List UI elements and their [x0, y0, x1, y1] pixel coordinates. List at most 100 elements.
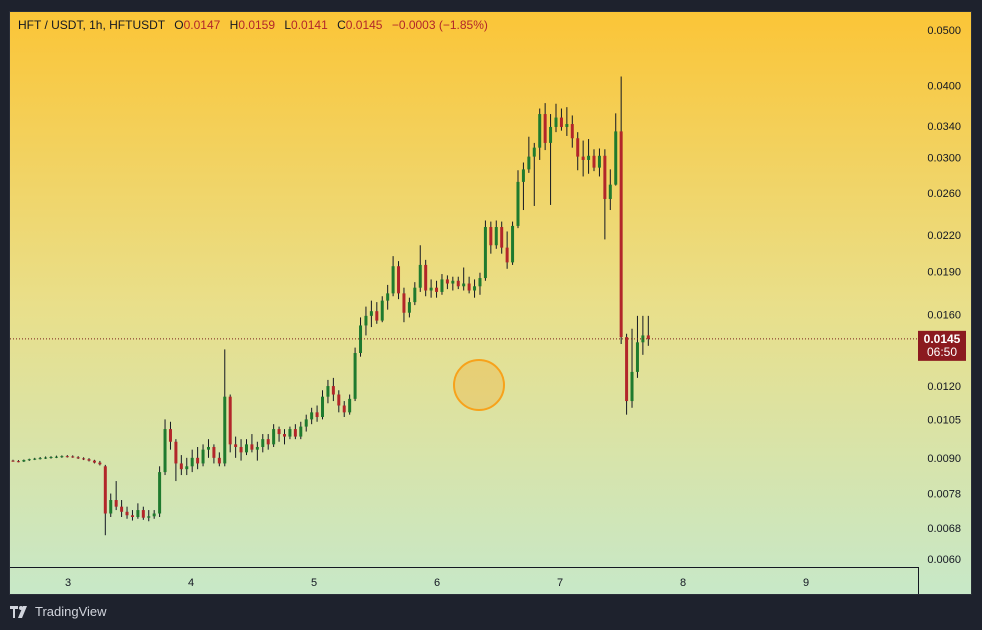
candle-body [462, 283, 466, 287]
candle-body [33, 458, 37, 460]
high-value: 0.0159 [238, 18, 276, 32]
candle-body [49, 457, 53, 459]
candle-body [337, 394, 341, 406]
candle-body [592, 155, 596, 168]
candle-body [179, 463, 183, 470]
low-value: 0.0141 [291, 18, 328, 32]
price-tick-label: 0.0340 [927, 121, 961, 133]
candle-body [277, 429, 281, 435]
candle-body [559, 117, 563, 127]
candle-body [185, 466, 189, 470]
time-axis[interactable]: 3 4 5 6 7 8 9 [65, 577, 809, 589]
candle-body [456, 280, 460, 287]
candle-body [244, 444, 248, 453]
candle-body [11, 460, 15, 462]
candle-body [321, 396, 325, 418]
candle-body [206, 446, 210, 450]
price-tick-label: 0.0190 [927, 266, 961, 278]
candle-body [326, 386, 330, 397]
candle-body [168, 429, 172, 442]
last-price-label: 0.0145 [924, 332, 961, 346]
candle-body [549, 126, 553, 143]
price-tick-label: 0.0220 [927, 230, 961, 242]
candle-body [234, 444, 238, 447]
price-tick-label: 0.0060 [927, 554, 961, 566]
candle-body [16, 461, 20, 463]
chart-panel[interactable]: 0.0500 0.0400 0.0340 0.0300 0.0260 0.0220 0.01… [9, 11, 972, 595]
candle-body [451, 280, 455, 284]
candle-body [445, 279, 449, 284]
candle-body [348, 398, 352, 413]
brand-name[interactable]: TradingView [35, 604, 107, 619]
candle-body [473, 286, 477, 291]
price-tick-label: 0.0500 [927, 25, 961, 37]
countdown-label: 06:50 [927, 345, 957, 359]
candle-body [293, 429, 297, 437]
candle-body [440, 279, 444, 292]
high-label: H [229, 18, 239, 32]
candle-body [190, 457, 194, 467]
candle-body [424, 264, 428, 291]
time-tick-label: 6 [434, 577, 440, 589]
cursor-marker[interactable] [453, 359, 505, 411]
footer: TradingView [10, 604, 107, 619]
candle-body [587, 155, 591, 160]
candle-body [98, 462, 102, 465]
candle-body [201, 449, 205, 464]
candle-body [402, 293, 406, 313]
candle-body [418, 264, 422, 288]
candle-body [331, 386, 335, 395]
time-tick-label: 8 [680, 577, 686, 589]
price-tick-label: 0.0105 [927, 414, 961, 426]
price-tick-label: 0.0160 [927, 309, 961, 321]
tradingview-logo-icon[interactable] [10, 605, 30, 618]
candle-body [196, 457, 200, 464]
candle-body [136, 510, 140, 518]
candle-body [130, 515, 134, 518]
price-tick-label: 0.0090 [927, 453, 961, 465]
price-tick-label: 0.0260 [927, 188, 961, 200]
candle-body [478, 278, 482, 287]
price-tick-label: 0.0068 [927, 523, 961, 535]
candle-body [554, 117, 558, 127]
last-price-tag: 0.0145 06:50 [918, 330, 966, 361]
candle-body [386, 293, 390, 301]
price-tick-label: 0.0120 [927, 381, 961, 393]
candle-body [565, 124, 569, 127]
legend: HFT / USDT, 1h, HFTUSDT O0.0147 H0.0159 … [18, 18, 488, 32]
candle-body [521, 169, 525, 182]
candle-body [147, 516, 151, 518]
candle-body [288, 429, 292, 437]
candle-body [120, 506, 124, 512]
open-value: 0.0147 [183, 18, 221, 32]
price-chart[interactable]: 0.0500 0.0400 0.0340 0.0300 0.0260 0.0220 0.01… [10, 12, 972, 595]
candle-body [152, 513, 156, 517]
price-axis[interactable]: 0.0500 0.0400 0.0340 0.0300 0.0260 0.0220 0.01… [927, 25, 961, 566]
time-tick-label: 7 [557, 577, 563, 589]
candle-body [223, 396, 227, 464]
candle-body [630, 371, 634, 402]
candle-body [217, 457, 221, 464]
candle-body [228, 396, 232, 445]
candle-body [266, 439, 270, 445]
candle-body [299, 426, 303, 437]
candle-body [87, 459, 91, 461]
candle-body [597, 155, 601, 168]
candle-body [435, 287, 439, 292]
candle-body [82, 458, 86, 460]
candle-body [342, 405, 346, 413]
candle-body [576, 138, 580, 157]
candle-body [92, 460, 96, 463]
low-label: L [284, 18, 292, 32]
candle-body [570, 124, 574, 139]
candle-body [141, 510, 145, 518]
candle-body [641, 335, 645, 343]
candle-body [397, 266, 401, 294]
candle-body [65, 456, 69, 458]
candle-body [516, 181, 520, 226]
candle-body [114, 500, 118, 507]
candle-body [250, 444, 254, 450]
candle-body [614, 131, 618, 185]
symbol-title[interactable]: HFT / USDT, 1h, HFTUSDT [18, 18, 165, 32]
price-tick-label: 0.0400 [927, 81, 961, 93]
